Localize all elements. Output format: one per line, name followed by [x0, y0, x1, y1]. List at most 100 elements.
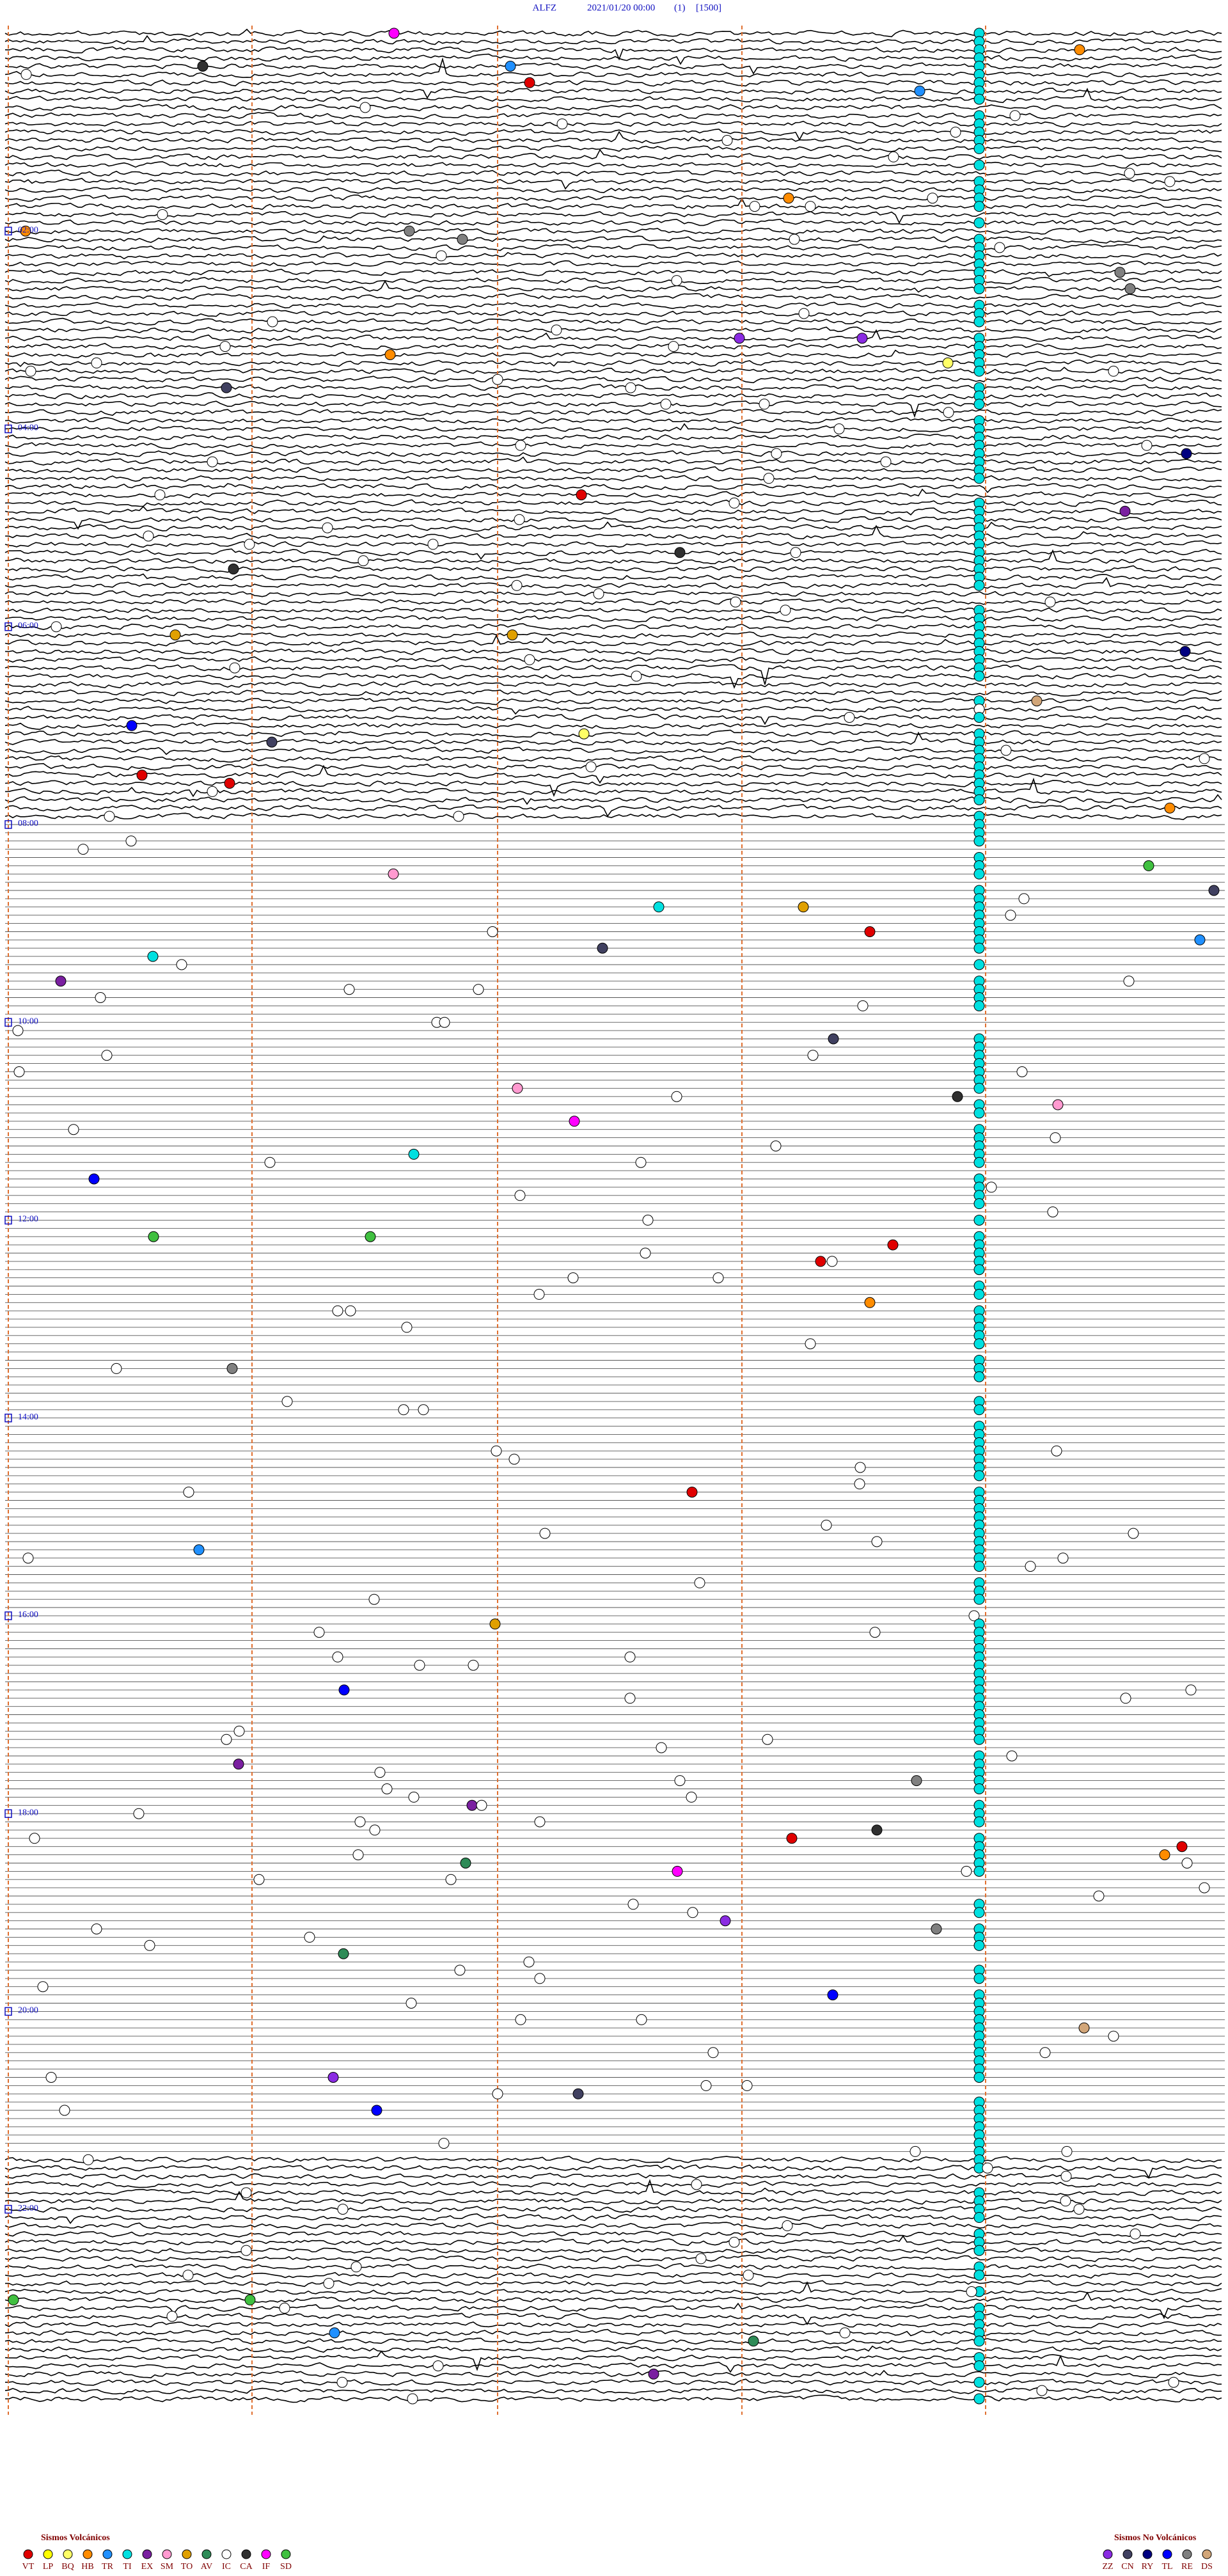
- time-label: 20:00: [18, 2006, 38, 2016]
- trace: [4, 647, 1222, 655]
- event: [401, 1322, 413, 1333]
- event: [636, 2014, 647, 2025]
- trace: [4, 2281, 1222, 2295]
- event: [627, 1899, 639, 1910]
- event: [207, 456, 218, 468]
- event: [700, 2080, 712, 2091]
- event: [432, 2360, 444, 2371]
- trace: [4, 148, 1222, 161]
- event: [569, 1116, 580, 1127]
- event: [973, 959, 985, 970]
- trace: [4, 731, 1222, 746]
- event: [1164, 176, 1176, 187]
- event: [973, 1593, 985, 1605]
- time-marker: [4, 1611, 12, 1620]
- event: [668, 341, 679, 352]
- event: [973, 1214, 985, 1226]
- event: [730, 596, 741, 608]
- event: [770, 1141, 782, 1151]
- time-marker: [4, 1413, 12, 1423]
- event: [1078, 2022, 1090, 2034]
- event: [183, 1487, 194, 1498]
- event: [384, 349, 396, 360]
- event: [671, 275, 682, 287]
- event: [640, 1247, 651, 1259]
- event: [973, 1734, 985, 1745]
- time-label: 08:00: [18, 819, 38, 828]
- event: [438, 2138, 450, 2149]
- event: [244, 539, 255, 550]
- event: [368, 1593, 380, 1605]
- event: [29, 1833, 40, 1844]
- event: [973, 316, 985, 328]
- event: [671, 1091, 682, 1102]
- event: [51, 621, 62, 633]
- event: [1061, 2145, 1073, 2157]
- trace: [4, 2179, 1222, 2197]
- event: [468, 1659, 479, 1671]
- event: [1179, 645, 1191, 657]
- trace: [4, 2378, 1222, 2386]
- event: [973, 1107, 985, 1119]
- event: [780, 604, 791, 616]
- trace: [4, 2312, 1222, 2326]
- trace: [4, 2254, 1222, 2263]
- event: [240, 2187, 252, 2199]
- legend-label: BQ: [61, 2562, 74, 2572]
- event: [674, 1775, 686, 1787]
- trace: [4, 400, 1222, 418]
- event: [233, 1725, 245, 1737]
- event: [973, 2245, 985, 2256]
- trace: [4, 260, 1222, 267]
- time-label: 22:00: [18, 2204, 38, 2213]
- trace: [4, 79, 1222, 87]
- event: [798, 308, 810, 319]
- event: [323, 2278, 335, 2289]
- event: [973, 473, 985, 484]
- time-marker: [4, 1018, 12, 1027]
- event: [1128, 1528, 1139, 1539]
- event: [244, 2294, 256, 2305]
- event: [1060, 2195, 1071, 2207]
- trace: [4, 2394, 1222, 2403]
- trace: [4, 349, 1222, 359]
- event: [741, 2080, 753, 2091]
- event: [973, 1907, 985, 1918]
- trace: [4, 2206, 1222, 2213]
- event: [994, 242, 1005, 253]
- event: [45, 2072, 57, 2083]
- event: [267, 316, 278, 328]
- legend-swatch: [142, 2549, 152, 2559]
- trace: [4, 2222, 1222, 2230]
- trace: [4, 466, 1222, 474]
- event: [104, 810, 115, 822]
- trace: [4, 186, 1222, 194]
- event: [973, 365, 985, 377]
- event: [354, 1816, 366, 1828]
- event: [973, 794, 985, 805]
- trace: [4, 697, 1222, 706]
- event: [1009, 110, 1021, 122]
- event: [144, 1940, 155, 1951]
- event: [345, 1305, 356, 1316]
- event: [914, 85, 925, 97]
- event: [453, 810, 464, 822]
- event: [1016, 1066, 1028, 1077]
- event: [534, 1816, 546, 1828]
- event: [961, 1865, 972, 1877]
- trace: [4, 170, 1222, 177]
- event: [332, 1651, 343, 1663]
- event: [805, 1338, 816, 1350]
- event: [111, 1363, 122, 1374]
- trace: [4, 499, 1222, 507]
- event: [233, 1758, 244, 1770]
- event: [856, 333, 868, 344]
- trace: [4, 565, 1222, 573]
- trace: [4, 2272, 1222, 2279]
- trace: [4, 615, 1222, 622]
- event: [686, 1791, 697, 1803]
- event: [193, 1544, 205, 1556]
- event: [83, 2154, 94, 2165]
- legend-label: RE: [1181, 2562, 1193, 2572]
- event: [143, 530, 154, 542]
